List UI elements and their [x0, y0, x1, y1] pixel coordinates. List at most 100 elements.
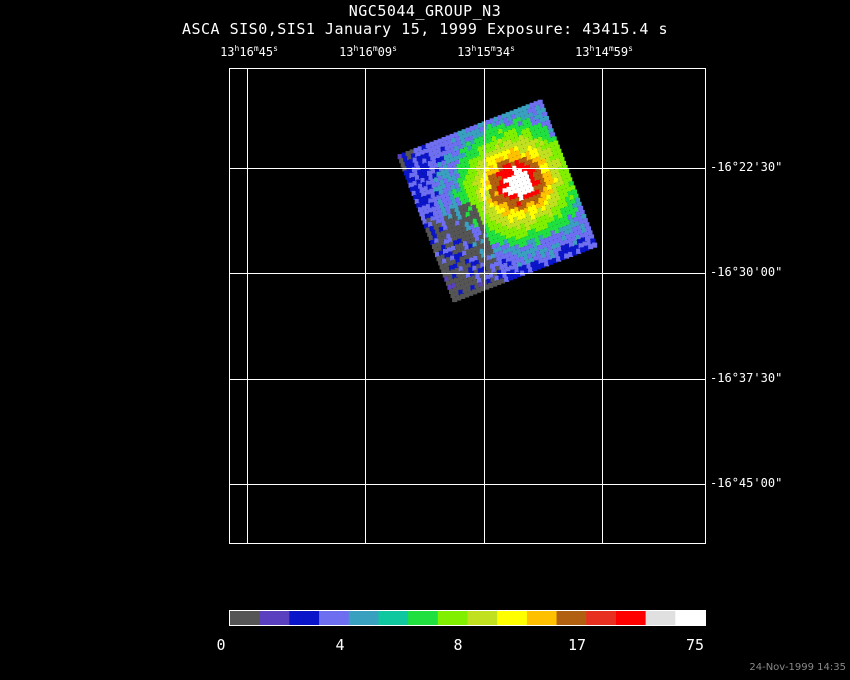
image-pixel [493, 271, 499, 277]
image-pixel [531, 205, 537, 211]
image-pixel [440, 170, 446, 176]
image-pixel [519, 256, 525, 262]
image-pixel [457, 215, 463, 221]
colorbar-swatch [378, 611, 409, 625]
image-pixel [462, 227, 468, 233]
image-pixel [474, 138, 480, 144]
image-pixel [438, 236, 444, 242]
image-pixel [510, 208, 516, 214]
image-pixel [581, 227, 587, 233]
image-pixel [443, 262, 449, 268]
image-pixel [548, 236, 554, 242]
image-pixel [510, 232, 516, 238]
image-pixel [498, 189, 504, 195]
image-pixel [472, 204, 478, 210]
image-pixel [561, 221, 567, 227]
image-pixel [427, 208, 433, 214]
image-pixel [417, 207, 423, 213]
image-pixel [437, 222, 443, 228]
image-pixel [444, 145, 450, 151]
image-pixel [557, 176, 563, 182]
image-pixel [471, 251, 477, 257]
image-pixel [430, 216, 436, 222]
image-pixel [485, 166, 491, 172]
image-pixel [509, 218, 515, 224]
image-pixel [511, 199, 517, 205]
image-pixel [455, 150, 461, 156]
image-pixel [458, 181, 464, 187]
image-pixel [457, 191, 463, 197]
image-pixel [446, 149, 452, 155]
image-pixel [557, 199, 563, 205]
image-pixel [519, 111, 525, 117]
image-pixel [511, 222, 517, 228]
image-pixel [592, 242, 598, 248]
image-pixel [559, 156, 565, 162]
image-pixel [481, 276, 487, 282]
image-pixel [451, 283, 457, 289]
image-pixel [491, 220, 497, 226]
image-pixel [498, 236, 504, 242]
image-pixel [504, 253, 510, 259]
image-pixel [544, 153, 550, 159]
image-pixel [556, 186, 562, 192]
image-pixel [427, 231, 433, 237]
image-pixel [502, 188, 508, 194]
image-pixel [424, 223, 430, 229]
colorbar-swatch [467, 611, 498, 625]
image-pixel [501, 198, 507, 204]
image-pixel [457, 276, 463, 282]
image-pixel [478, 282, 484, 288]
image-pixel [427, 170, 433, 176]
image-pixel [515, 136, 521, 142]
image-pixel [561, 235, 567, 241]
image-pixel [414, 185, 420, 191]
image-pixel [460, 162, 466, 168]
image-pixel [437, 138, 443, 144]
image-pixel [570, 185, 576, 191]
image-pixel [428, 235, 434, 241]
image-pixel [511, 175, 517, 181]
colorbar-label: 17 [567, 636, 587, 654]
image-pixel [485, 274, 491, 280]
image-pixel [504, 206, 510, 212]
image-pixel [512, 118, 518, 124]
image-pixel [552, 187, 558, 193]
image-pixel [459, 256, 465, 262]
image-pixel [419, 211, 425, 217]
image-pixel [463, 194, 469, 200]
image-pixel [474, 199, 480, 205]
image-pixel [499, 156, 505, 162]
image-pixel [522, 227, 528, 233]
image-pixel [497, 115, 503, 121]
image-pixel [545, 228, 551, 234]
image-pixel [516, 248, 522, 254]
image-pixel [539, 103, 545, 109]
image-pixel [501, 245, 507, 251]
image-pixel [536, 193, 542, 199]
image-pixel [522, 264, 528, 270]
image-pixel [437, 162, 443, 168]
image-pixel [448, 275, 454, 281]
image-pixel [489, 263, 495, 269]
image-pixel [473, 208, 479, 214]
image-pixel [551, 159, 557, 165]
image-pixel [474, 283, 480, 289]
image-pixel [552, 258, 558, 264]
image-pixel [507, 130, 513, 136]
image-pixel [533, 124, 539, 130]
image-pixel [529, 173, 535, 179]
image-pixel [457, 238, 463, 244]
image-pixel [569, 218, 575, 224]
image-pixel [506, 149, 512, 155]
image-pixel [449, 204, 455, 210]
image-pixel [492, 257, 498, 263]
image-pixel [518, 229, 524, 235]
image-pixel [554, 252, 560, 258]
image-pixel [470, 177, 476, 183]
image-pixel [425, 204, 431, 210]
plot-subtitle: ASCA SIS0,SIS1 January 15, 1999 Exposure… [181, 20, 669, 38]
image-pixel [441, 244, 447, 250]
image-pixel [478, 258, 484, 264]
image-pixel [567, 191, 573, 197]
